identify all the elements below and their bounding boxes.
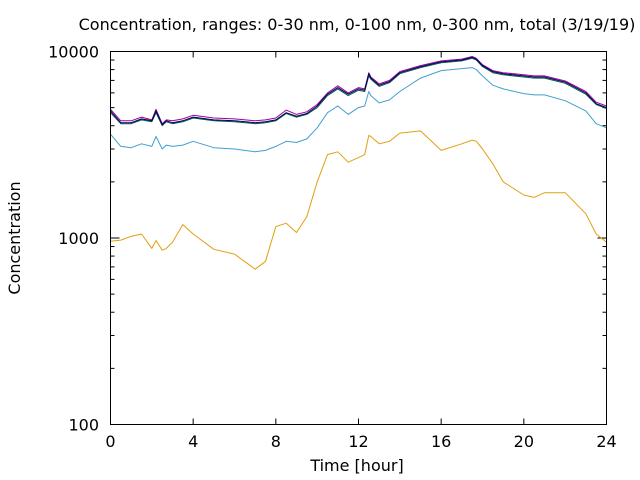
x-tick-label: 16 <box>431 432 451 451</box>
y-axis-label: Concentration <box>5 181 24 294</box>
x-tick-label: 24 <box>596 432 616 451</box>
x-tick-label: 4 <box>188 432 198 451</box>
y-tick-label: 10000 <box>48 43 99 62</box>
series-line-2 <box>110 67 607 153</box>
y-tick-label: 100 <box>68 416 99 435</box>
x-tick-label: 0 <box>105 432 115 451</box>
series-line-4 <box>110 56 607 125</box>
x-tick-label: 12 <box>348 432 368 451</box>
x-tick-label: 20 <box>514 432 534 451</box>
x-axis-label: Time [hour] <box>309 456 403 475</box>
series-group <box>110 56 607 270</box>
series-line-1 <box>110 130 607 270</box>
series-line-5 <box>110 56 607 126</box>
series-line-3 <box>110 57 607 127</box>
chart-title: Concentration, ranges: 0-30 nm, 0-100 nm… <box>79 15 636 34</box>
plot-frame <box>110 51 607 425</box>
x-tick-label: 8 <box>271 432 281 451</box>
y-tick-label: 1000 <box>58 229 99 248</box>
tick-labels: 0 4 8 12 16 20 24 100 1000 10000 <box>48 43 617 452</box>
